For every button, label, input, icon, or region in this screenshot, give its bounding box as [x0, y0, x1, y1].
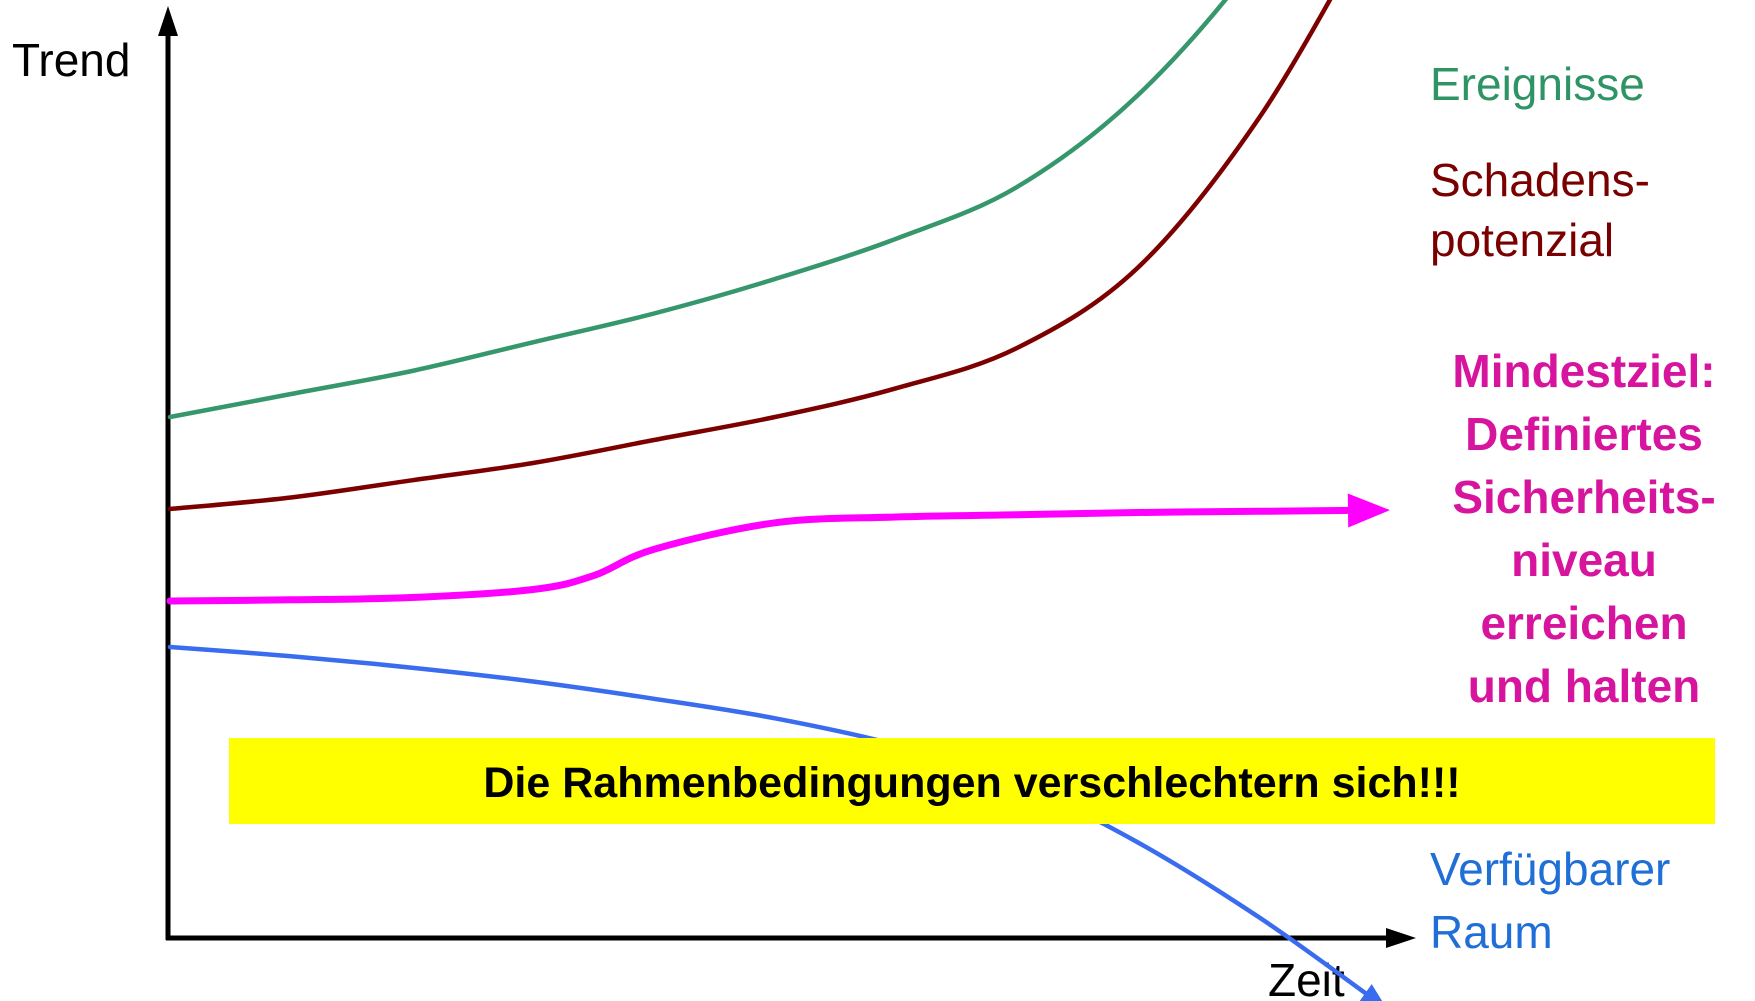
- series-label-line: Definiertes: [1465, 408, 1703, 460]
- series-label-line: Mindestziel:: [1452, 345, 1715, 397]
- series-label-2: Schadens-potenzial: [1430, 154, 1650, 266]
- series-label-3: Mindestziel: Definiertes Sicherheits-nivea…: [1452, 345, 1715, 712]
- series-label-line: niveau: [1511, 534, 1657, 586]
- series-label-1: Ereignisse: [1430, 58, 1645, 110]
- y-axis-label: Trend: [12, 34, 130, 86]
- series-label-layer: Ereignisse Schadens-potenzial Mindestziel:…: [1430, 58, 1716, 958]
- series-label-line: Schadens-: [1430, 154, 1650, 206]
- y-axis-arrowhead: [158, 6, 178, 36]
- x-axis-label: Zeit: [1268, 954, 1345, 1001]
- series-label-line: Ereignisse: [1430, 58, 1645, 110]
- series-label-line: erreichen: [1480, 597, 1687, 649]
- series-line-2: [167, 0, 1333, 512]
- series-arrowhead-3: [1347, 493, 1390, 528]
- series-line-3: [166, 506, 1356, 605]
- series-label-line: Sicherheits-: [1452, 471, 1715, 523]
- warning-banner: Die Rahmenbedingungen verschlechtern sic…: [229, 738, 1715, 824]
- series-label-line: Raum: [1430, 906, 1553, 958]
- series-label-4: Verfügbarer Raum: [1430, 843, 1670, 958]
- series-arrowhead-4: [1359, 984, 1383, 1001]
- warning-banner-background: [229, 738, 1715, 824]
- warning-banner-text: Die Rahmenbedingungen verschlechtern sic…: [483, 759, 1460, 807]
- series-layer: [166, 0, 1390, 1001]
- series-line-4: [167, 644, 1371, 998]
- x-axis-arrowhead: [1386, 928, 1416, 948]
- series-label-line: potenzial: [1430, 214, 1614, 266]
- series-label-line: und halten: [1468, 660, 1701, 712]
- series-line-1: [167, 0, 1229, 420]
- axes: [158, 6, 1416, 948]
- series-label-line: Verfügbarer: [1430, 843, 1670, 895]
